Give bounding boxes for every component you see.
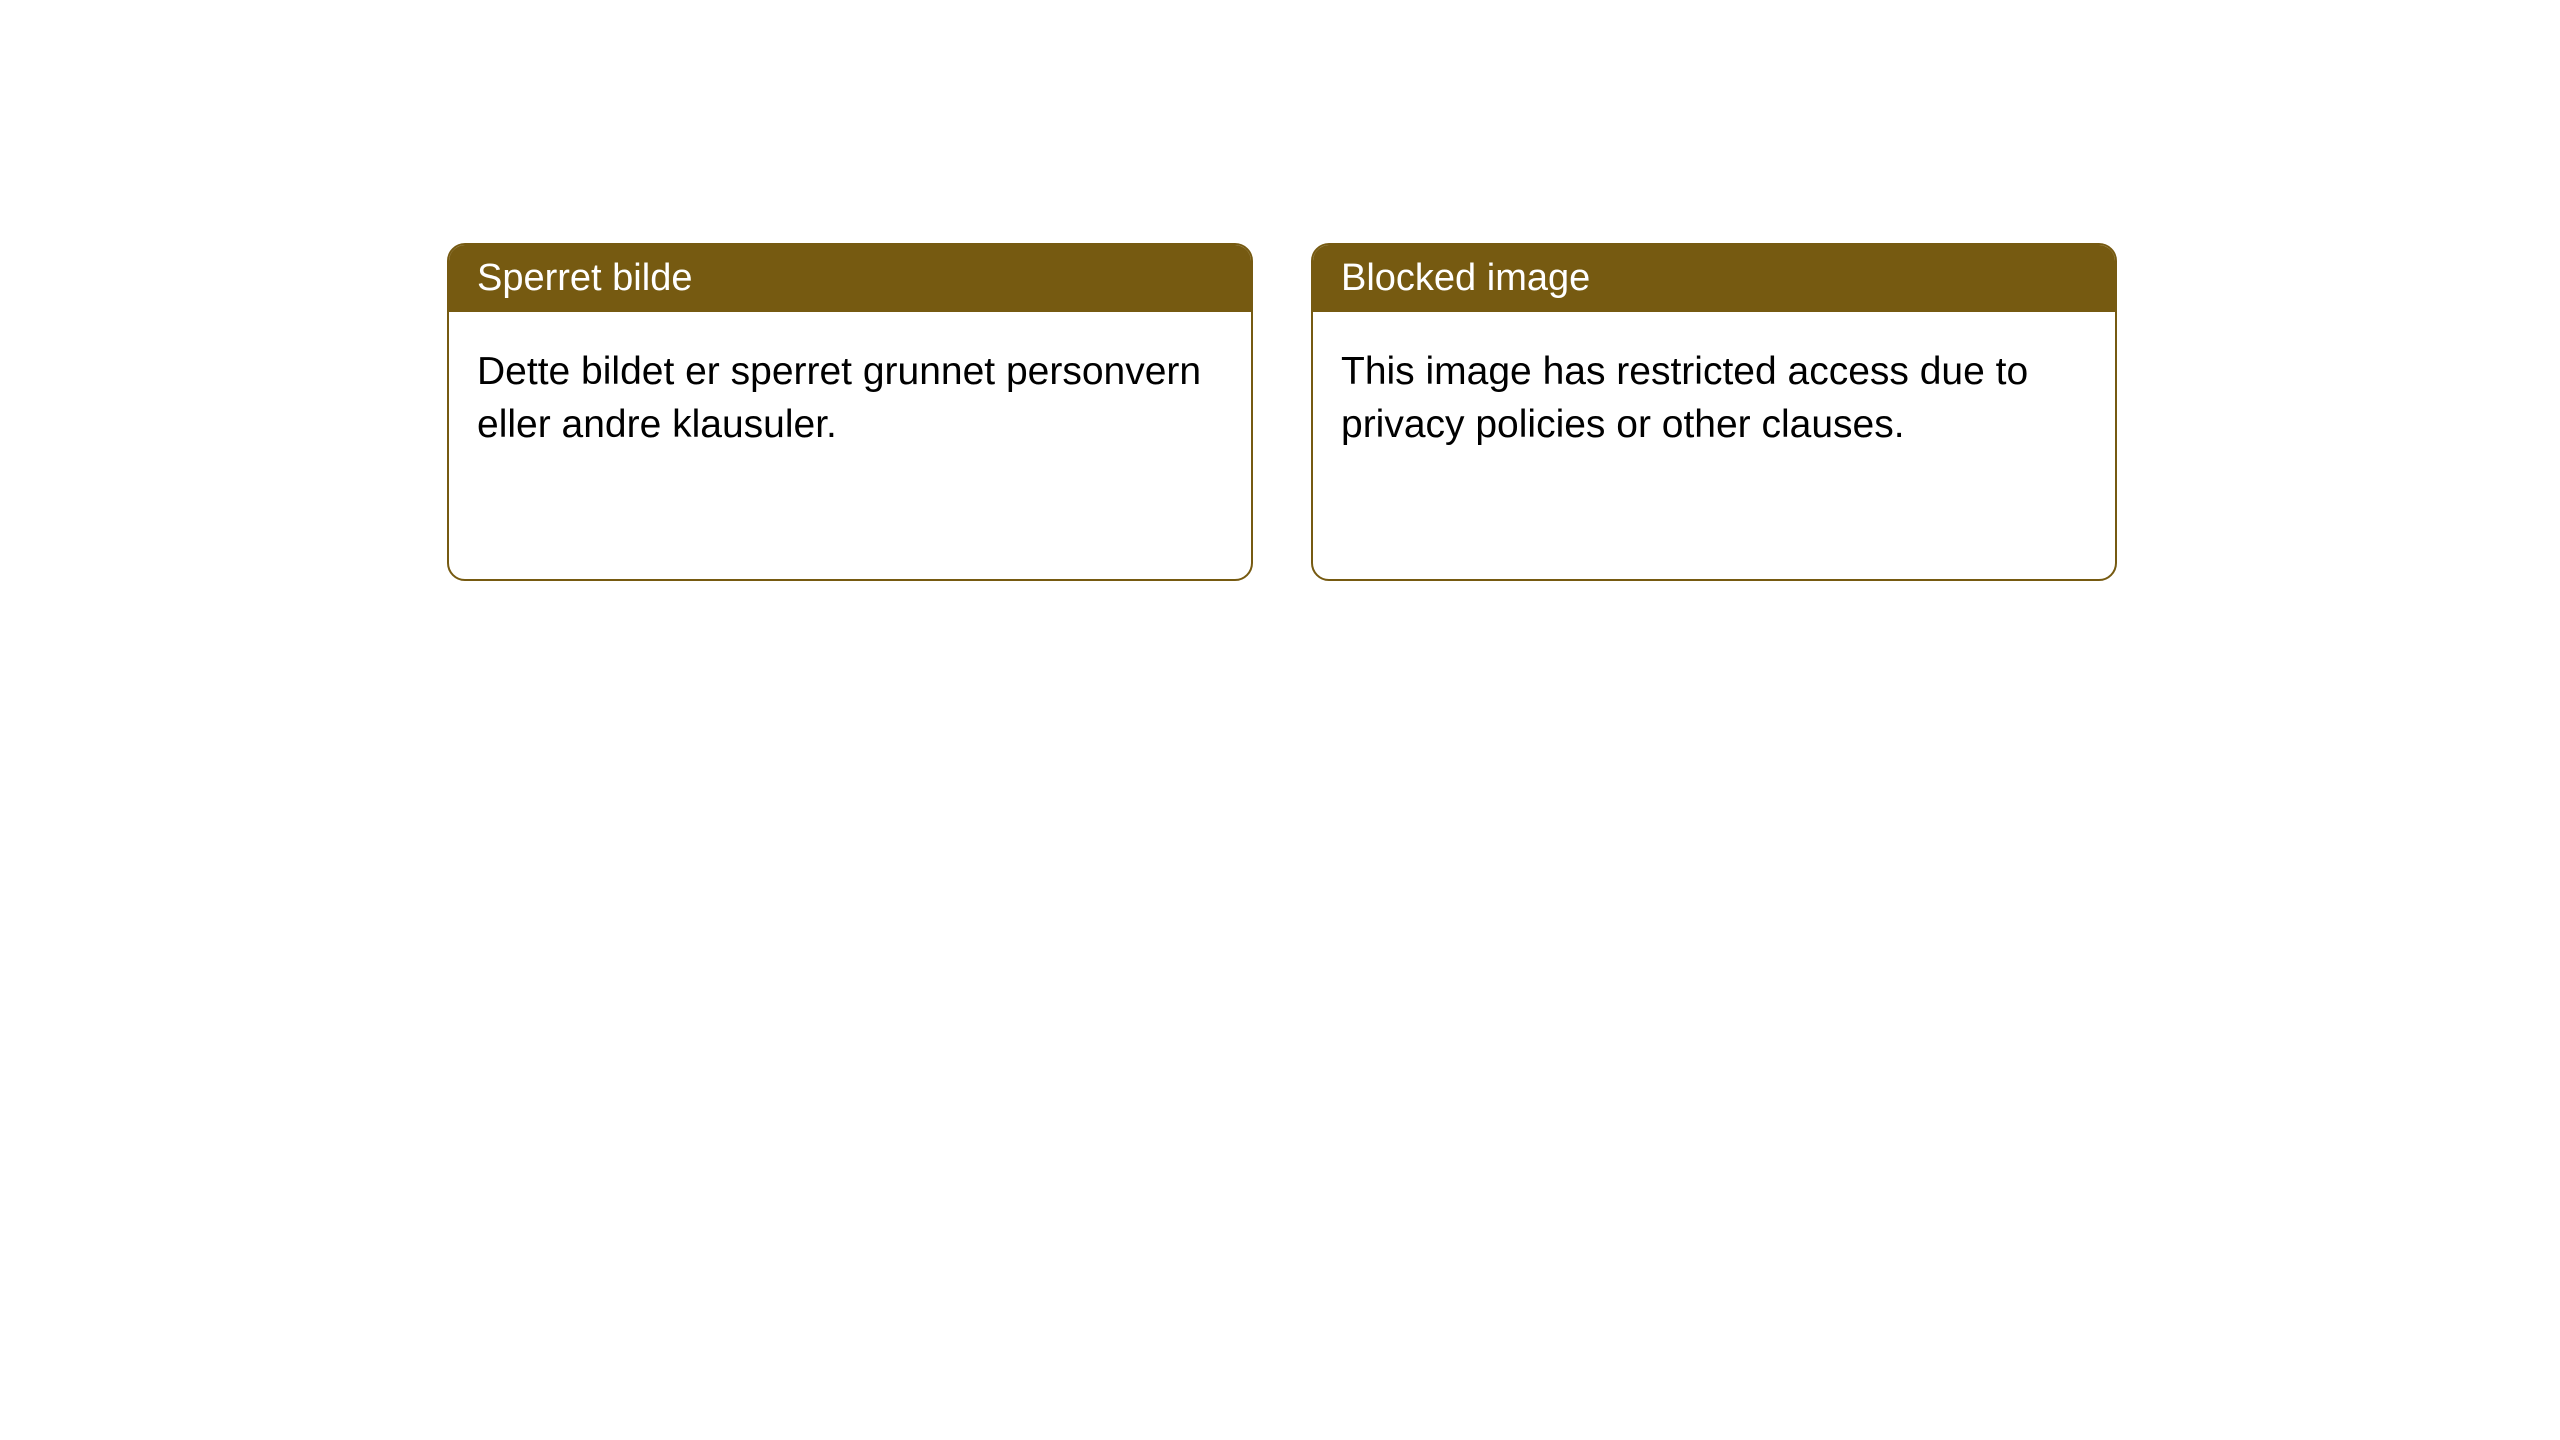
card-body: Dette bildet er sperret grunnet personve… — [449, 312, 1251, 579]
card-title: Sperret bilde — [477, 257, 692, 299]
card-message: This image has restricted access due to … — [1341, 350, 2028, 446]
card-body: This image has restricted access due to … — [1313, 312, 2115, 579]
blocked-image-notice-container: Sperret bilde Dette bildet er sperret gr… — [447, 243, 2117, 581]
blocked-image-card-english: Blocked image This image has restricted … — [1311, 243, 2117, 581]
card-header: Blocked image — [1313, 245, 2115, 312]
card-header: Sperret bilde — [449, 245, 1251, 312]
card-message: Dette bildet er sperret grunnet personve… — [477, 350, 1201, 446]
blocked-image-card-norwegian: Sperret bilde Dette bildet er sperret gr… — [447, 243, 1253, 581]
card-title: Blocked image — [1341, 257, 1590, 299]
